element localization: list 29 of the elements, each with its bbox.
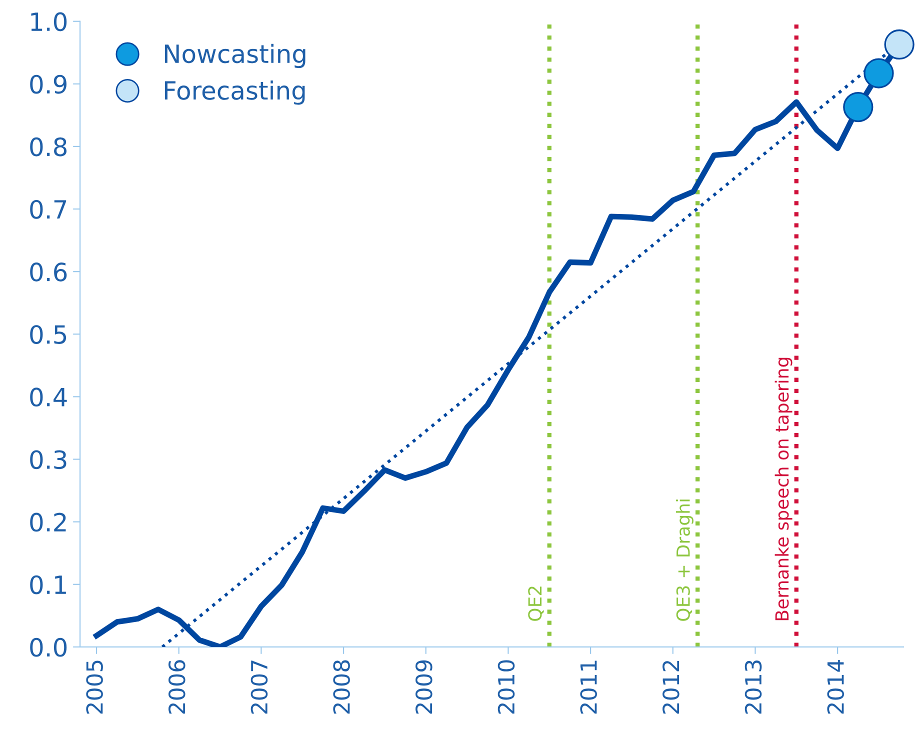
point [864, 58, 894, 88]
y-tick-label: 0.9 [30, 74, 66, 94]
x-tick-label: 2014 [827, 660, 844, 714]
point [843, 92, 874, 122]
point [884, 29, 914, 60]
x-tick-label: 2012 [662, 660, 680, 714]
y-tick-label: 0.4 [30, 388, 67, 407]
ref-line-label: QE2 [528, 586, 544, 621]
ref-line-label: Bernanke speech on tapering [774, 358, 792, 620]
x-tick-label: 2013 [744, 660, 762, 714]
x-tick-label: 2006 [168, 660, 186, 714]
x-tick-label: 2009 [416, 660, 432, 714]
y-tick-label: 0.7 [30, 200, 66, 219]
x-tick-label: 2005 [86, 660, 103, 714]
y-tick-label: 0.3 [30, 450, 66, 470]
y-tick-label: 1.0 [31, 12, 67, 32]
y-tick-label: 0.8 [30, 137, 67, 156]
y-tick-label: 0.2 [30, 512, 66, 532]
x-tick-label: 2010 [498, 660, 515, 714]
ref-line-label: QE3 + Draghi [676, 500, 694, 621]
x-tick-label: 2007 [250, 660, 268, 714]
y-tick-label: 0.6 [30, 262, 67, 282]
y-tick-label: 0.5 [30, 325, 66, 344]
x-tick-label: 2008 [333, 660, 350, 714]
y-tick-label: 0.0 [30, 638, 67, 657]
legend-label: Forecasting [164, 80, 305, 105]
legend-label: Nowcasting [164, 44, 306, 68]
y-tick-label: 0.1 [30, 575, 66, 594]
x-tick-label: 2011 [580, 660, 597, 714]
